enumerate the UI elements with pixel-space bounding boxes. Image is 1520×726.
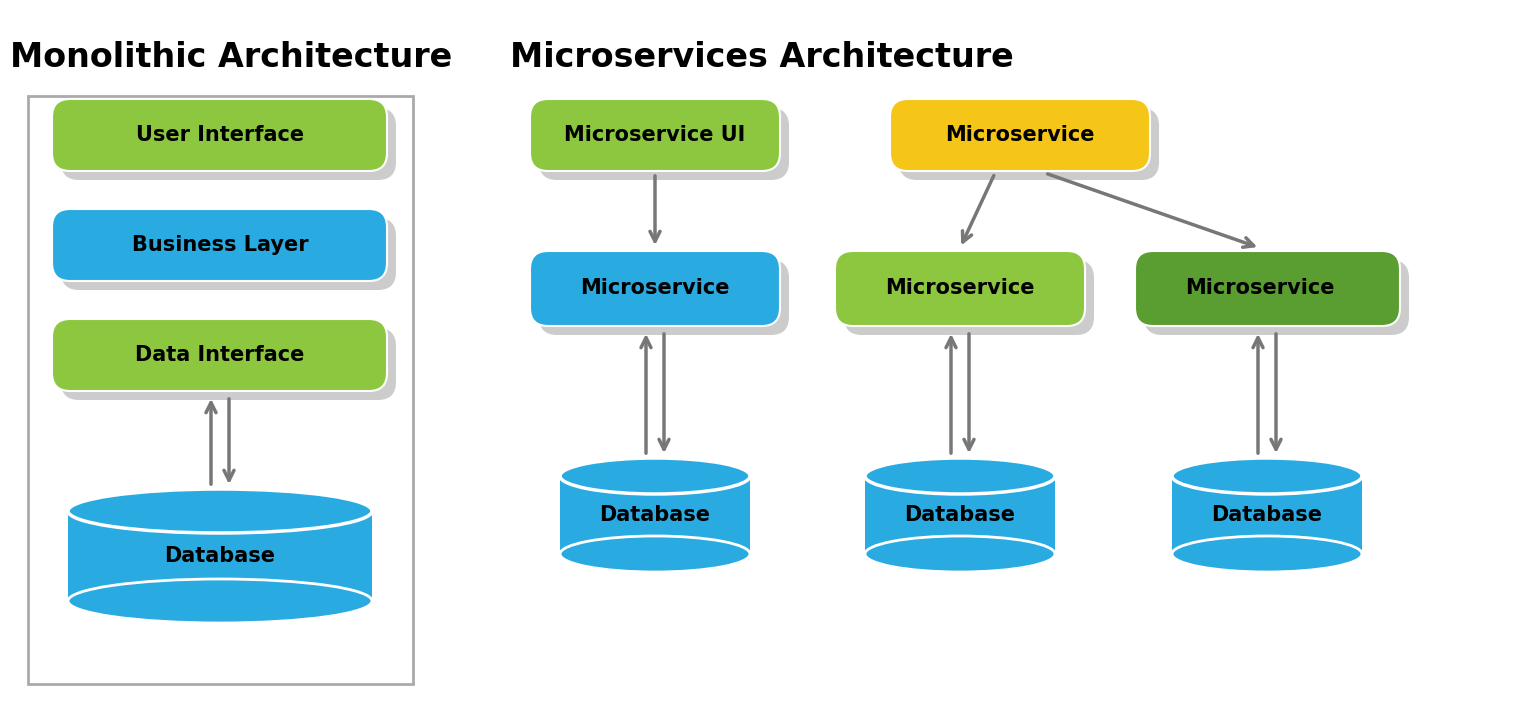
Ellipse shape: [865, 536, 1055, 572]
Text: Database: Database: [164, 546, 275, 566]
FancyBboxPatch shape: [834, 251, 1085, 326]
FancyBboxPatch shape: [1145, 260, 1409, 335]
Text: Microservice: Microservice: [945, 125, 1094, 145]
Ellipse shape: [68, 489, 372, 533]
FancyBboxPatch shape: [61, 328, 397, 400]
Text: Monolithic Architecture: Monolithic Architecture: [11, 41, 453, 74]
FancyBboxPatch shape: [27, 96, 413, 684]
Polygon shape: [68, 511, 372, 601]
Text: Database: Database: [904, 505, 1015, 525]
Polygon shape: [865, 476, 1055, 554]
FancyBboxPatch shape: [530, 99, 780, 171]
Ellipse shape: [865, 458, 1055, 494]
Text: Microservice: Microservice: [1186, 279, 1335, 298]
Polygon shape: [1172, 476, 1362, 554]
Text: Business Layer: Business Layer: [132, 235, 309, 255]
Ellipse shape: [1172, 458, 1362, 494]
FancyBboxPatch shape: [52, 319, 388, 391]
Text: Microservices Architecture: Microservices Architecture: [511, 41, 1014, 74]
FancyBboxPatch shape: [1135, 251, 1400, 326]
Ellipse shape: [1172, 536, 1362, 572]
FancyBboxPatch shape: [61, 108, 397, 180]
Ellipse shape: [559, 536, 749, 572]
Polygon shape: [559, 476, 749, 554]
FancyBboxPatch shape: [898, 108, 1158, 180]
Text: Database: Database: [1211, 505, 1322, 525]
FancyBboxPatch shape: [844, 260, 1094, 335]
FancyBboxPatch shape: [52, 209, 388, 281]
Text: Data Interface: Data Interface: [135, 345, 304, 365]
FancyBboxPatch shape: [530, 251, 780, 326]
Ellipse shape: [68, 579, 372, 623]
Text: Microservice UI: Microservice UI: [564, 125, 746, 145]
FancyBboxPatch shape: [540, 108, 789, 180]
Text: Microservice: Microservice: [885, 279, 1035, 298]
Text: User Interface: User Interface: [135, 125, 304, 145]
FancyBboxPatch shape: [540, 260, 789, 335]
Text: Database: Database: [599, 505, 710, 525]
Text: Microservice: Microservice: [581, 279, 730, 298]
Ellipse shape: [559, 458, 749, 494]
FancyBboxPatch shape: [891, 99, 1151, 171]
FancyBboxPatch shape: [61, 218, 397, 290]
FancyBboxPatch shape: [52, 99, 388, 171]
